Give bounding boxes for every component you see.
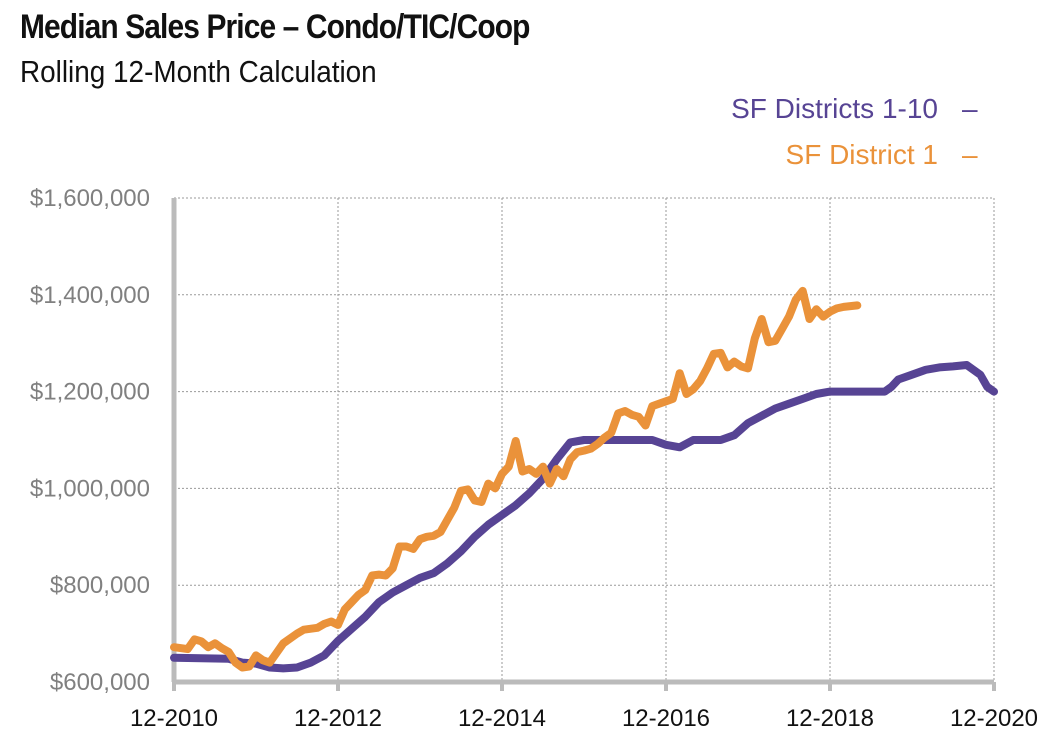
y-tick-label: $800,000 xyxy=(50,572,150,599)
tick-labels: $1,600,000 $1,400,000 $1,200,000 $1,000,000… xyxy=(30,185,1038,732)
x-tick-label: 12-2012 xyxy=(294,705,382,732)
chart-subtitle: Rolling 12-Month Calculation xyxy=(20,54,377,89)
x-tick-label: 12-2010 xyxy=(130,705,218,732)
axes xyxy=(171,198,996,691)
legend-label-sf-districts-1-10: SF Districts 1-10 xyxy=(731,93,938,124)
series-line-sf-district-1 xyxy=(170,286,862,672)
x-tick-label: 12-2016 xyxy=(622,705,710,732)
x-tick-label: 12-2020 xyxy=(950,705,1038,732)
series-line-sf-districts-1-10 xyxy=(170,361,998,673)
series-group xyxy=(170,286,998,673)
chart-title: Median Sales Price – Condo/TIC/Coop xyxy=(20,8,530,46)
y-tick-label: $1,600,000 xyxy=(30,185,150,212)
legend-marker-sf-districts-1-10: – xyxy=(962,93,978,124)
legend-label-sf-district-1: SF District 1 xyxy=(786,139,938,170)
y-tick-label: $1,200,000 xyxy=(30,379,150,406)
x-tick-label: 12-2018 xyxy=(786,705,874,732)
y-tick-label: $1,400,000 xyxy=(30,282,150,309)
legend: SF Districts 1-10 – SF District 1 – xyxy=(731,93,978,170)
legend-marker-sf-district-1: – xyxy=(962,139,978,170)
grid-lines xyxy=(174,197,995,682)
y-tick-label: $600,000 xyxy=(50,669,150,696)
y-tick-label: $1,000,000 xyxy=(30,475,150,502)
x-tick-label: 12-2014 xyxy=(458,705,546,732)
